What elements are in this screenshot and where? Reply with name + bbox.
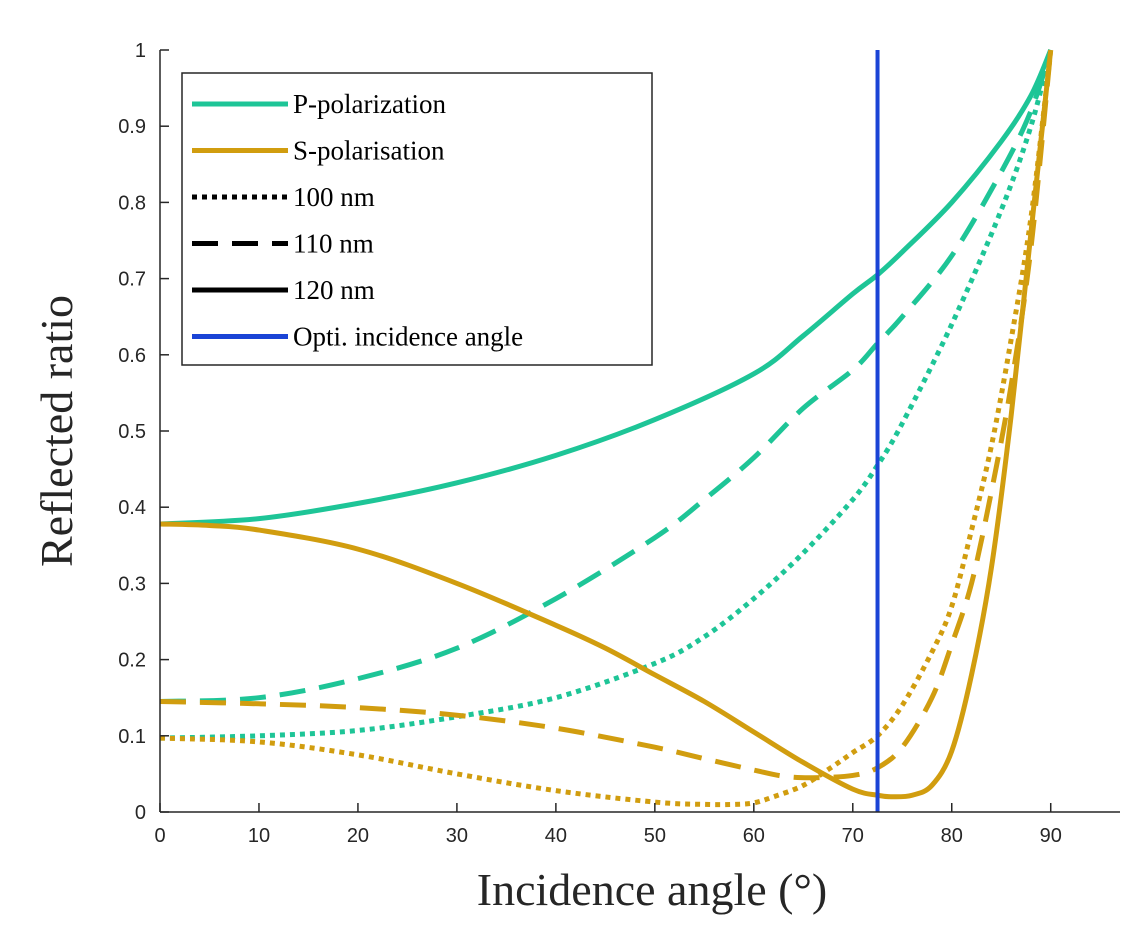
y-tick-label: 0.6 [118,345,146,367]
x-tick-label: 20 [347,825,369,847]
axes-layer: 0 10 20 30 40 50 60 70 80 90 0 0.1 0.2 0.3 0.4 0.5 0.6 0.… [118,40,1120,847]
series-p-110-nm [159,49,1054,705]
y-tick-label: 0 [135,802,146,824]
x-tick-label: 50 [644,825,666,847]
series-s-110-nm [159,49,1054,781]
legend-label: P-polarization [293,89,446,119]
series-p-120-nm [159,49,1054,527]
x-tick-label: 90 [1040,825,1062,847]
legend-label: 120 nm [293,275,375,305]
y-tick-label: 0.7 [118,269,146,291]
y-tick-label: 0.1 [118,726,146,748]
x-tick-label: 0 [154,825,165,847]
y-tick-label: 0.5 [118,421,146,443]
series-s-100-nm [159,49,1054,808]
y-tick-label: 0.4 [118,497,146,519]
x-tick-label: 40 [545,825,567,847]
y-axis-title: Reflected ratio [31,295,82,567]
legend: P-polarization S-polarisation 100 nm 110 nm… [181,72,653,366]
legend-label: 110 nm [293,229,374,259]
x-tick-label: 30 [446,825,468,847]
series-s-120-nm [159,49,1054,800]
y-tick-label: 1 [135,40,146,62]
series-layer [159,49,1054,808]
legend-label: S-polarisation [293,136,445,166]
y-tick-label: 0.3 [118,573,146,595]
x-axis-title: Incidence angle (°) [477,864,827,915]
y-tick-label: 0.9 [118,116,146,138]
legend-label: 100 nm [293,182,375,212]
x-tick-label: 80 [941,825,963,847]
y-tick-label: 0.2 [118,650,146,672]
legend-label: Opti. incidence angle [293,322,523,352]
series-p-100-nm [159,49,1054,741]
x-tick-label: 70 [842,825,864,847]
legend-box [181,72,653,366]
y-tick-label: 0.8 [118,192,146,214]
x-tick-label: 60 [743,825,765,847]
x-tick-label: 10 [248,825,270,847]
